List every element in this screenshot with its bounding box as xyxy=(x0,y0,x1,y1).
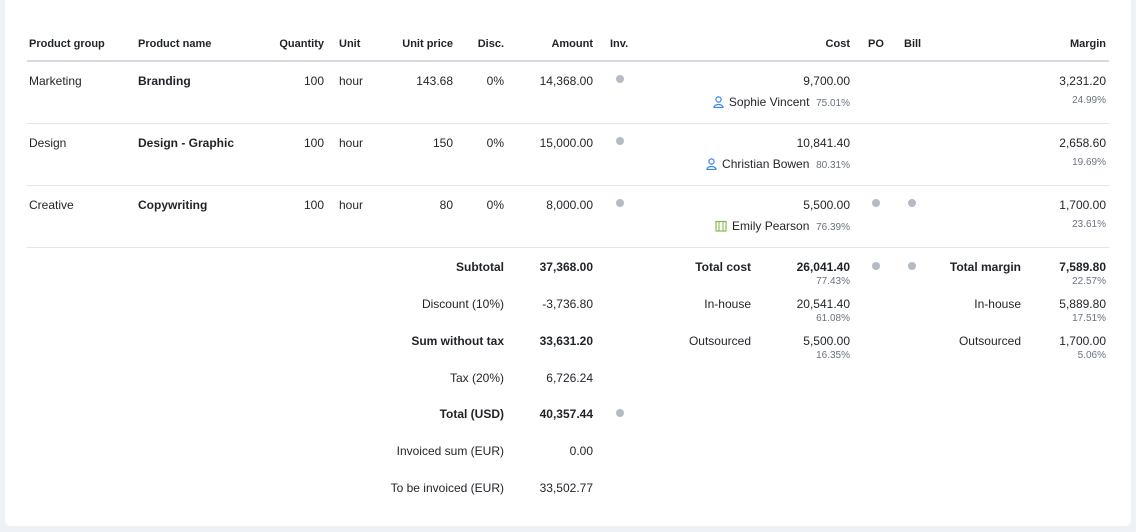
total-value: 40,357.44 xyxy=(539,407,593,421)
tax-value: 6,726.24 xyxy=(546,371,593,385)
total-invoice-status-dot[interactable] xyxy=(616,409,624,417)
unit-price-cell: 143.68 xyxy=(416,74,453,88)
po-total-status-dot[interactable] xyxy=(872,262,880,270)
assignee-percent: 80.31% xyxy=(816,160,850,171)
building-icon xyxy=(715,220,727,232)
invoiced-sum-value: 0.00 xyxy=(569,444,593,458)
subtotal-value: 37,368.00 xyxy=(539,260,593,274)
inhouse-margin-label: In-house xyxy=(974,297,1021,311)
supplier[interactable]: Emily Pearson 76.39% xyxy=(650,219,850,233)
total-margin-label: Total margin xyxy=(949,260,1021,274)
col-header-product-name[interactable]: Product name xyxy=(138,38,212,50)
tax-label: Tax (20%) xyxy=(449,371,504,385)
header-divider xyxy=(27,60,1109,62)
assignee[interactable]: Christian Bowen 80.31% xyxy=(650,157,850,171)
amount-cell: 8,000.00 xyxy=(546,198,593,212)
po-status-dot[interactable] xyxy=(872,199,880,207)
sum-without-tax-value: 33,631.20 xyxy=(539,334,593,348)
discount-cell: 0% xyxy=(486,136,504,150)
col-header-bill[interactable]: Bill xyxy=(904,38,922,50)
unit-cell: hour xyxy=(339,74,364,88)
assignee-name: Christian Bowen xyxy=(722,157,810,171)
subtotal-label: Subtotal xyxy=(456,260,504,274)
discount-cell: 0% xyxy=(486,74,504,88)
bill-status-dot[interactable] xyxy=(908,199,916,207)
product-name-cell[interactable]: Branding xyxy=(138,74,191,88)
inhouse-cost-value: 20,541.40 xyxy=(796,297,850,311)
col-header-product-group[interactable]: Product group xyxy=(29,38,105,50)
col-header-quantity[interactable]: Quantity xyxy=(279,38,324,50)
total-margin-value: 7,589.80 xyxy=(1059,260,1106,274)
assignee[interactable]: Sophie Vincent 75.01% xyxy=(650,95,850,109)
outsourced-margin-percent: 5.06% xyxy=(1077,350,1106,361)
user-icon xyxy=(713,96,724,108)
supplier-percent: 76.39% xyxy=(816,222,850,233)
product-group-cell: Marketing xyxy=(29,74,82,88)
assignee-percent: 75.01% xyxy=(816,98,850,109)
total-margin-percent: 22.57% xyxy=(1072,276,1106,287)
outsourced-cost-percent: 16.35% xyxy=(816,350,850,361)
cost-cell: 5,500.00 xyxy=(803,198,850,212)
amount-cell: 14,368.00 xyxy=(539,74,593,88)
quote-table-card: Product group Product name Quantity Unit… xyxy=(5,0,1131,526)
row-divider xyxy=(27,185,1109,186)
inhouse-cost-label: In-house xyxy=(704,297,751,311)
invoice-status-dot[interactable] xyxy=(616,199,624,207)
col-header-amount[interactable]: Amount xyxy=(551,38,593,50)
col-header-unit[interactable]: Unit xyxy=(339,38,361,50)
cost-cell: 9,700.00 xyxy=(803,74,850,88)
margin-cell: 2,658.60 xyxy=(1059,136,1106,150)
product-group-cell: Creative xyxy=(29,198,74,212)
margin-cell: 1,700.00 xyxy=(1059,198,1106,212)
sum-without-tax-label: Sum without tax xyxy=(411,334,504,348)
discount-label: Discount (10%) xyxy=(421,297,504,311)
col-header-discount[interactable]: Disc. xyxy=(477,38,504,50)
col-header-invoiced[interactable]: Inv. xyxy=(610,38,629,50)
total-label: Total (USD) xyxy=(439,407,504,421)
row-divider xyxy=(27,247,1109,248)
row-divider xyxy=(27,123,1109,124)
invoice-status-dot[interactable] xyxy=(616,75,624,83)
outsourced-margin-value: 1,700.00 xyxy=(1059,334,1106,348)
quantity-cell: 100 xyxy=(303,74,324,88)
product-name-cell[interactable]: Design - Graphic xyxy=(138,136,235,150)
assignee-name: Sophie Vincent xyxy=(728,95,810,109)
to-be-invoiced-label: To be invoiced (EUR) xyxy=(390,481,504,495)
margin-percent: 19.69% xyxy=(1072,157,1106,168)
product-group-cell: Design xyxy=(29,136,67,150)
unit-cell: hour xyxy=(339,198,364,212)
col-header-cost[interactable]: Cost xyxy=(825,38,850,50)
invoice-status-dot[interactable] xyxy=(616,137,624,145)
supplier-name: Emily Pearson xyxy=(732,219,810,233)
amount-cell: 15,000.00 xyxy=(539,136,593,150)
margin-cell: 3,231.20 xyxy=(1059,74,1106,88)
total-cost-label: Total cost xyxy=(695,260,751,274)
quantity-cell: 100 xyxy=(303,136,324,150)
unit-cell: hour xyxy=(339,136,364,150)
bill-total-status-dot[interactable] xyxy=(908,262,916,270)
quantity-cell: 100 xyxy=(303,198,324,212)
inhouse-cost-percent: 61.08% xyxy=(816,313,850,324)
invoiced-sum-label: Invoiced sum (EUR) xyxy=(396,444,504,458)
user-icon xyxy=(706,158,717,170)
col-header-unit-price[interactable]: Unit price xyxy=(402,38,453,50)
total-cost-value: 26,041.40 xyxy=(796,260,850,274)
total-cost-percent: 77.43% xyxy=(816,276,850,287)
inhouse-margin-value: 5,889.80 xyxy=(1059,297,1106,311)
unit-price-cell: 80 xyxy=(439,198,453,212)
outsourced-margin-label: Outsourced xyxy=(958,334,1021,348)
col-header-margin[interactable]: Margin xyxy=(1069,38,1106,50)
outsourced-cost-label: Outsourced xyxy=(688,334,751,348)
col-header-po[interactable]: PO xyxy=(868,38,884,50)
unit-price-cell: 150 xyxy=(432,136,453,150)
margin-percent: 23.61% xyxy=(1072,219,1106,230)
product-name-cell[interactable]: Copywriting xyxy=(138,198,208,212)
to-be-invoiced-value: 33,502.77 xyxy=(539,481,593,495)
discount-cell: 0% xyxy=(486,198,504,212)
margin-percent: 24.99% xyxy=(1072,95,1106,106)
inhouse-margin-percent: 17.51% xyxy=(1072,313,1106,324)
discount-value: -3,736.80 xyxy=(542,297,593,311)
outsourced-cost-value: 5,500.00 xyxy=(803,334,850,348)
cost-cell: 10,841.40 xyxy=(796,136,850,150)
